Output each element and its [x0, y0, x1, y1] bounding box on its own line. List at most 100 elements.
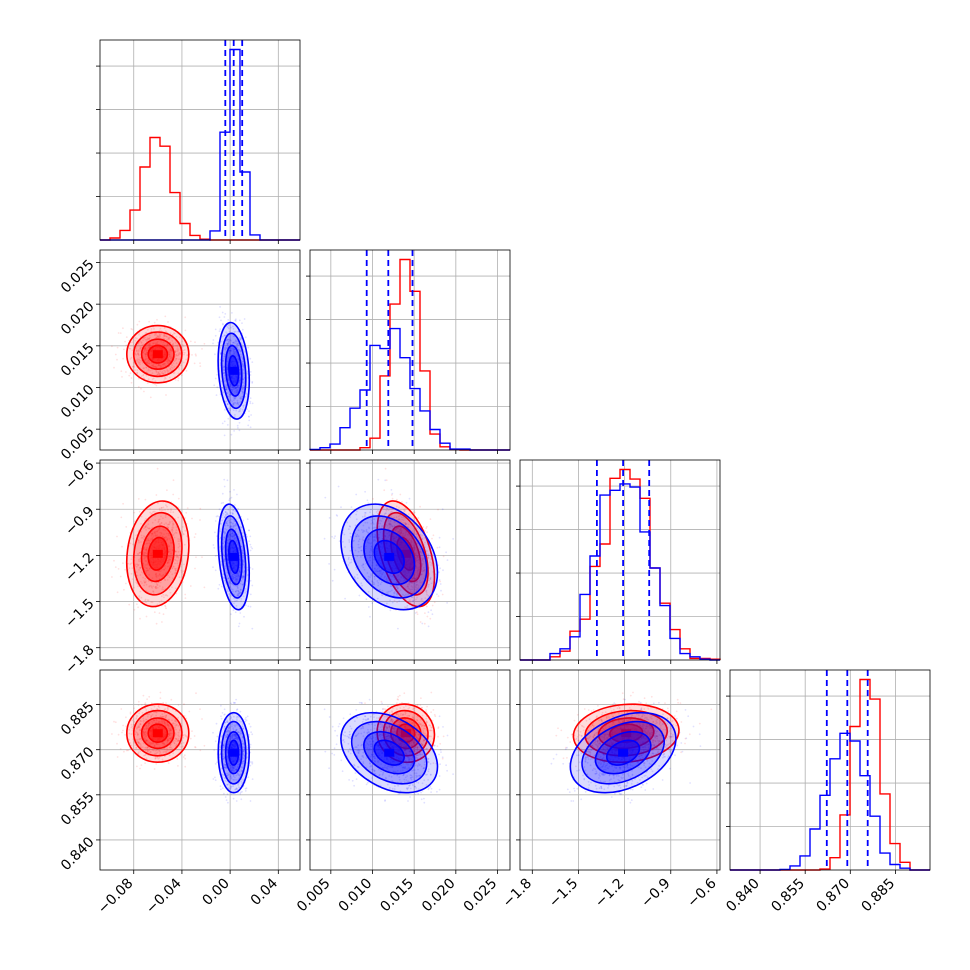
point-red — [166, 489, 168, 492]
point-blue — [373, 575, 376, 578]
point-blue — [247, 346, 250, 349]
point-blue — [230, 496, 233, 499]
point-red — [172, 523, 174, 526]
point-red — [404, 534, 407, 537]
point-red — [134, 563, 137, 566]
point-red — [175, 526, 178, 528]
point-blue — [446, 602, 448, 604]
point-blue — [238, 592, 241, 595]
point-red — [169, 367, 171, 370]
point-red — [177, 354, 179, 357]
point-blue — [239, 401, 241, 404]
point-red — [164, 315, 167, 318]
point-red — [175, 550, 177, 553]
point-blue — [226, 332, 229, 335]
point-blue — [230, 613, 232, 616]
point-blue — [229, 538, 231, 541]
point-blue — [212, 339, 215, 341]
point-blue — [388, 534, 391, 536]
point-blue — [235, 523, 238, 526]
point-red — [144, 555, 147, 557]
point-red — [133, 520, 136, 523]
point-blue — [214, 569, 217, 572]
point-blue — [226, 368, 229, 371]
point-blue — [438, 546, 441, 549]
point-blue — [404, 522, 407, 524]
point-blue — [249, 371, 252, 373]
point-red — [183, 703, 185, 706]
point-blue — [236, 586, 239, 589]
point-red — [388, 522, 390, 525]
point-blue — [238, 568, 241, 571]
point-blue — [241, 576, 244, 578]
point-red — [160, 532, 163, 534]
point-blue — [230, 530, 232, 533]
point-red — [139, 340, 142, 343]
point-blue — [251, 627, 254, 630]
point-blue — [228, 350, 231, 353]
point-red — [416, 555, 419, 558]
point-red — [159, 364, 161, 367]
point-red — [157, 529, 160, 531]
point-red — [420, 552, 423, 555]
point-blue — [371, 527, 374, 529]
point-red — [140, 515, 143, 518]
point-red — [141, 536, 144, 539]
point-red — [393, 539, 396, 542]
point-red — [135, 350, 138, 352]
point-blue — [227, 542, 230, 545]
point-blue — [405, 593, 407, 596]
point-red — [425, 550, 428, 553]
point-blue — [403, 569, 406, 572]
point-red — [174, 359, 177, 361]
point-red — [135, 353, 138, 356]
point-red — [163, 536, 165, 539]
point-blue — [229, 349, 231, 352]
point-blue — [405, 523, 408, 525]
point-red — [145, 353, 148, 355]
point-red — [145, 601, 147, 604]
point-red — [420, 573, 423, 576]
point-blue — [427, 553, 429, 556]
point-blue — [225, 528, 228, 531]
point-red — [129, 347, 132, 350]
point-red — [159, 366, 162, 369]
point-red — [386, 507, 388, 509]
point-blue — [231, 577, 234, 579]
point-blue — [412, 599, 415, 602]
point-blue — [220, 502, 223, 505]
point-red — [130, 572, 133, 575]
point-red — [145, 571, 148, 574]
point-red — [144, 347, 147, 350]
point-red — [168, 565, 171, 568]
point-red — [426, 550, 428, 552]
point-red — [394, 537, 396, 540]
point-red — [138, 560, 141, 563]
point-red — [158, 573, 161, 576]
point-red — [176, 562, 179, 565]
point-red — [166, 339, 168, 341]
point-red — [174, 350, 177, 353]
point-red — [405, 606, 407, 609]
point-red — [139, 363, 142, 366]
point-blue — [373, 536, 376, 538]
point-blue — [376, 567, 379, 570]
point-red — [162, 506, 165, 509]
point-blue — [396, 588, 399, 590]
point-blue — [224, 385, 227, 388]
point-red — [429, 561, 431, 564]
point-red — [175, 553, 178, 556]
point-blue — [227, 577, 229, 580]
point-red — [407, 587, 410, 590]
point-blue — [223, 565, 226, 567]
point-blue — [416, 569, 419, 572]
point-red — [142, 339, 145, 342]
point-blue — [233, 489, 235, 491]
point-red — [409, 588, 412, 591]
point-blue — [233, 535, 236, 537]
point-blue — [224, 377, 227, 380]
point-blue — [234, 340, 237, 343]
point-blue — [368, 542, 370, 544]
point-blue — [215, 394, 218, 396]
point-blue — [239, 407, 242, 410]
